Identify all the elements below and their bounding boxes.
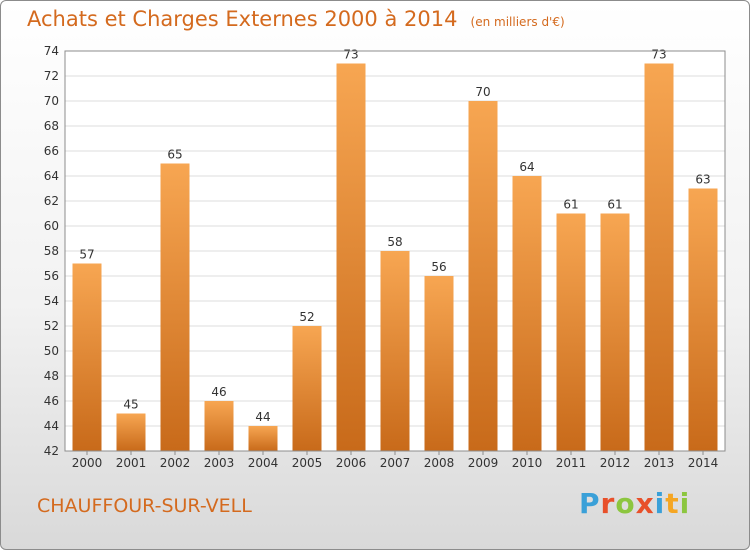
x-tick-label: 2007 [380,456,411,470]
y-tick-label: 62 [44,194,59,208]
x-tick-label: 2005 [292,456,323,470]
data-label: 73 [651,48,666,62]
x-tick-label: 2011 [556,456,587,470]
y-tick-label: 54 [44,294,59,308]
x-tick-label: 2004 [248,456,279,470]
data-label: 57 [79,248,94,262]
x-tick-label: 2014 [688,456,719,470]
data-label: 45 [123,398,138,412]
y-tick-label: 60 [44,219,59,233]
data-label: 56 [431,260,446,274]
proxiti-logo: Proxiti [579,487,690,520]
x-tick-label: 2000 [72,456,103,470]
bar [160,163,190,451]
x-tick-label: 2002 [160,456,191,470]
x-tick-label: 2008 [424,456,455,470]
y-tick-label: 46 [44,394,59,408]
bar [688,188,718,451]
chart-unit: (en milliers d'€) [470,15,565,29]
bar [468,101,498,451]
logo-letter: P [579,487,601,520]
data-label: 64 [519,160,534,174]
data-label: 65 [167,148,182,162]
bar [292,326,322,451]
data-label: 70 [475,85,490,99]
bar [72,263,102,451]
x-tick-label: 2009 [468,456,499,470]
y-tick-label: 74 [44,44,59,58]
logo-letter: x [635,487,655,520]
chart-title-block: Achats et Charges Externes 2000 à 2014 (… [27,7,565,31]
data-label: 52 [299,310,314,324]
data-label: 63 [695,173,710,187]
y-tick-label: 70 [44,94,59,108]
bar [336,63,366,451]
x-tick-label: 2012 [600,456,631,470]
x-tick-label: 2001 [116,456,147,470]
logo-letter: o [615,487,636,520]
plot-border [64,50,726,452]
x-tick-label: 2013 [644,456,675,470]
y-tick-label: 56 [44,269,59,283]
logo-letter: r [600,487,616,520]
data-label: 61 [563,198,578,212]
logo-letter: t [665,487,680,520]
x-tick-label: 2003 [204,456,235,470]
y-tick-label: 68 [44,119,59,133]
bar [424,276,454,451]
data-label: 44 [255,410,270,424]
y-tick-label: 44 [44,419,59,433]
y-tick-label: 64 [44,169,59,183]
y-tick-label: 72 [44,69,59,83]
y-tick-label: 50 [44,344,59,358]
bar [600,213,630,451]
bar [248,426,278,451]
bar [380,251,410,451]
data-label: 58 [387,235,402,249]
data-label: 61 [607,198,622,212]
x-tick-label: 2010 [512,456,543,470]
x-tick-label: 2006 [336,456,367,470]
bar [644,63,674,451]
y-tick-label: 52 [44,319,59,333]
data-label: 73 [343,48,358,62]
bar [556,213,586,451]
y-tick-label: 66 [44,144,59,158]
bar [116,413,146,451]
chart-title: Achats et Charges Externes 2000 à 2014 [27,7,458,31]
logo-letter: i [654,487,666,520]
data-label: 46 [211,385,226,399]
commune-name: CHAUFFOUR-SUR-VELL [37,495,252,517]
bar [512,176,542,451]
bar [204,401,234,451]
logo-letter: i [679,487,691,520]
y-tick-label: 48 [44,369,59,383]
y-tick-label: 58 [44,244,59,258]
y-tick-label: 42 [44,444,59,458]
